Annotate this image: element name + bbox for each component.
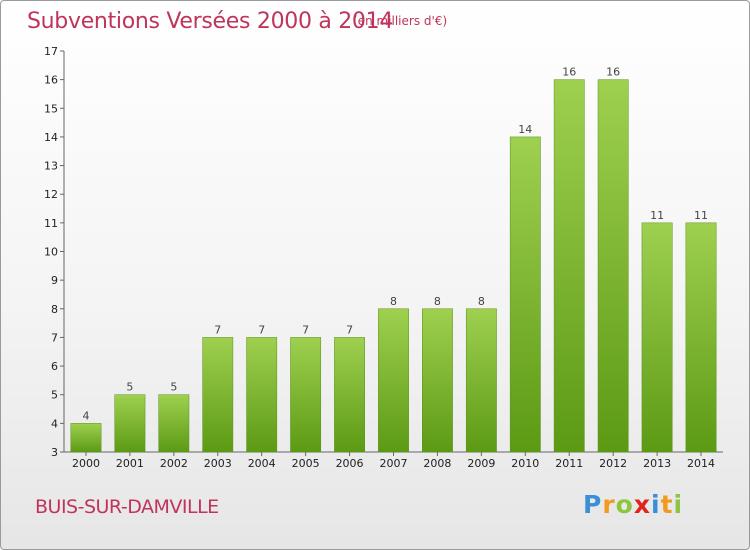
logo-letter: x <box>633 490 651 519</box>
bar <box>70 423 102 453</box>
x-tick-label: 2005 <box>292 457 320 470</box>
chart-subtitle: (en milliers d'€) <box>353 14 448 28</box>
data-label: 7 <box>258 323 265 336</box>
data-label: 16 <box>562 66 576 79</box>
bar <box>553 79 585 453</box>
logo-letter: o <box>615 490 634 519</box>
bar <box>114 394 146 453</box>
proxiti-logo: Proxiti <box>583 490 683 519</box>
y-tick-label: 14 <box>44 131 58 144</box>
y-tick-label: 7 <box>51 331 58 344</box>
data-label: 4 <box>82 409 89 422</box>
bar <box>465 308 497 453</box>
x-tick-label: 2008 <box>423 457 451 470</box>
x-tick-label: 2003 <box>204 457 232 470</box>
x-tick-label: 2004 <box>248 457 276 470</box>
data-label: 7 <box>302 323 309 336</box>
x-tick-label: 2009 <box>467 457 495 470</box>
logo-letter: i <box>673 490 684 519</box>
y-tick-label: 15 <box>44 102 58 115</box>
bar <box>290 337 322 453</box>
y-tick-label: 12 <box>44 188 58 201</box>
y-tick-label: 4 <box>51 417 58 430</box>
y-tick-label: 6 <box>51 360 58 373</box>
y-tick-label: 17 <box>44 45 58 58</box>
data-label: 7 <box>214 323 221 336</box>
x-tick-label: 2007 <box>380 457 408 470</box>
bar <box>685 222 717 453</box>
logo-letter: i <box>651 490 661 519</box>
y-tick-label: 8 <box>51 303 58 316</box>
bar <box>509 136 541 453</box>
data-label: 7 <box>346 323 353 336</box>
x-tick-label: 2011 <box>555 457 583 470</box>
data-label: 8 <box>434 295 441 308</box>
x-tick-label: 2010 <box>511 457 539 470</box>
y-tick-label: 5 <box>51 389 58 402</box>
y-tick-label: 9 <box>51 274 58 287</box>
y-tick-label: 13 <box>44 160 58 173</box>
logo-letter: P <box>583 490 603 519</box>
data-label: 8 <box>390 295 397 308</box>
bar <box>422 308 453 453</box>
data-label: 14 <box>518 123 532 136</box>
x-tick-label: 2000 <box>72 457 100 470</box>
bar <box>158 394 190 453</box>
logo-letter: t <box>660 490 674 519</box>
bar <box>378 308 409 453</box>
data-label: 8 <box>478 295 485 308</box>
x-tick-label: 2006 <box>336 457 364 470</box>
bar <box>202 337 234 453</box>
data-label: 5 <box>126 381 133 394</box>
y-tick-label: 16 <box>44 74 58 87</box>
bar <box>334 337 365 453</box>
logo-letter: r <box>602 490 616 519</box>
y-tick-label: 3 <box>51 446 58 459</box>
x-tick-label: 2001 <box>116 457 144 470</box>
x-tick-label: 2013 <box>643 457 671 470</box>
commune-name: BUIS-SUR-DAMVILLE <box>35 496 219 518</box>
data-label: 11 <box>694 209 708 222</box>
x-tick-label: 2002 <box>160 457 188 470</box>
data-label: 16 <box>606 66 620 79</box>
bar <box>641 222 673 453</box>
chart-title: Subventions Versées 2000 à 2014 <box>27 9 394 34</box>
x-tick-label: 2012 <box>599 457 627 470</box>
bar <box>246 337 278 453</box>
y-tick-label: 10 <box>44 246 58 259</box>
data-label: 5 <box>170 381 177 394</box>
data-label: 11 <box>650 209 664 222</box>
y-tick-label: 11 <box>44 217 58 230</box>
bar <box>597 79 629 453</box>
x-tick-label: 2014 <box>687 457 715 470</box>
